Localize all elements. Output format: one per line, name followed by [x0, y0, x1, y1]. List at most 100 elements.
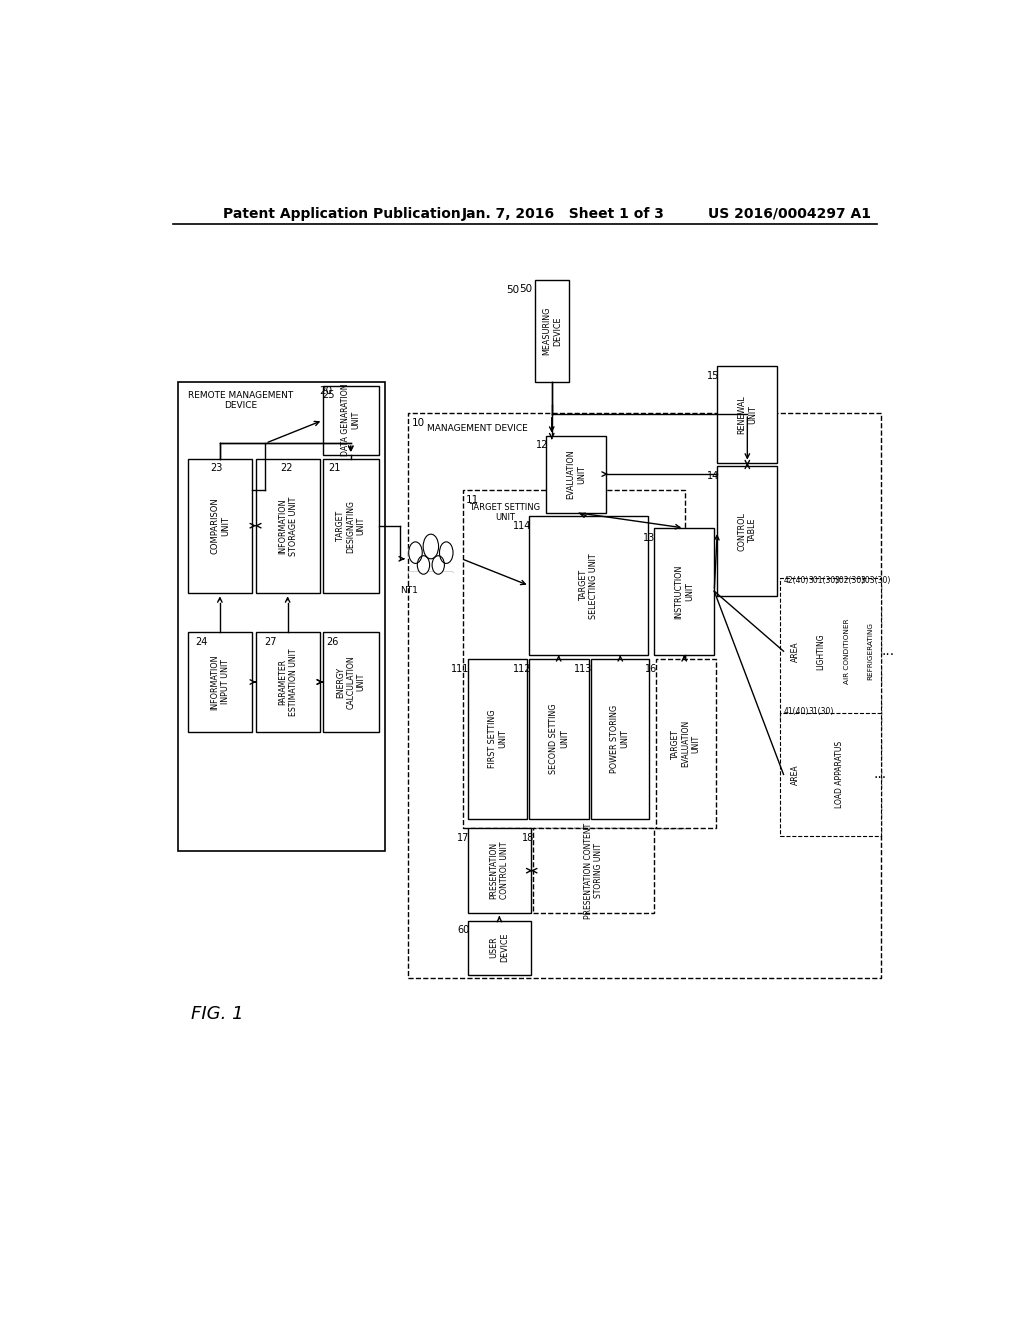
Text: FIRST SETTING
UNIT: FIRST SETTING UNIT	[487, 710, 507, 768]
Text: 13: 13	[643, 533, 655, 543]
Text: 24: 24	[196, 636, 208, 647]
Bar	[323, 632, 379, 733]
Bar	[591, 659, 649, 818]
Bar	[410, 573, 453, 576]
Bar	[780, 578, 882, 721]
Text: US 2016/0004297 A1: US 2016/0004297 A1	[708, 207, 871, 220]
Text: USER
DEVICE: USER DEVICE	[489, 933, 509, 962]
Ellipse shape	[423, 535, 438, 558]
Bar	[323, 385, 379, 455]
Text: TARGET
SELECTING UNIT: TARGET SELECTING UNIT	[579, 553, 598, 619]
Text: 10: 10	[412, 418, 425, 428]
Text: 20: 20	[319, 387, 333, 396]
Text: 11: 11	[466, 495, 479, 504]
Text: 18: 18	[522, 833, 535, 843]
Text: 50: 50	[506, 285, 519, 296]
Text: POWER STORING
UNIT: POWER STORING UNIT	[610, 705, 630, 774]
Text: 23: 23	[211, 463, 223, 474]
Text: 303(30): 303(30)	[860, 576, 891, 585]
Bar	[256, 632, 319, 733]
Text: INFORMATION
INPUT UNIT: INFORMATION INPUT UNIT	[211, 655, 230, 710]
Text: 12: 12	[536, 441, 548, 450]
Text: 22: 22	[280, 463, 292, 474]
Bar	[468, 921, 531, 974]
Text: 114: 114	[513, 521, 531, 531]
Text: COMPARISON
UNIT: COMPARISON UNIT	[211, 498, 230, 554]
Text: ...: ...	[882, 644, 894, 659]
Bar	[835, 590, 859, 713]
Text: INSTRUCTION
UNIT: INSTRUCTION UNIT	[675, 565, 694, 619]
Bar	[783, 721, 807, 829]
Bar	[178, 381, 385, 851]
Text: 16: 16	[645, 664, 657, 673]
Text: Patent Application Publication: Patent Application Publication	[223, 207, 461, 220]
Bar	[188, 459, 252, 594]
Text: ...: ...	[873, 767, 887, 781]
Text: 27: 27	[264, 636, 276, 647]
Text: 50: 50	[519, 284, 532, 294]
Bar	[188, 632, 252, 733]
Text: 41(40): 41(40)	[783, 708, 809, 715]
Ellipse shape	[439, 543, 453, 564]
Text: AREA: AREA	[791, 642, 800, 661]
Text: REFRIGERATING: REFRIGERATING	[866, 622, 872, 680]
Bar	[408, 413, 882, 978]
Text: FIG. 1: FIG. 1	[190, 1006, 244, 1023]
Bar	[655, 659, 716, 829]
Text: LIGHTING: LIGHTING	[816, 632, 825, 669]
Bar	[529, 516, 648, 655]
Bar	[323, 459, 379, 594]
Text: PRESENTATION
CONTROL UNIT: PRESENTATION CONTROL UNIT	[489, 842, 509, 899]
Bar	[463, 490, 685, 829]
Text: CONTROL
TABLE: CONTROL TABLE	[737, 512, 757, 550]
Text: SECOND SETTING
UNIT: SECOND SETTING UNIT	[549, 704, 568, 775]
Bar	[780, 713, 882, 836]
Text: MANAGEMENT DEVICE: MANAGEMENT DEVICE	[427, 424, 527, 433]
Text: 17: 17	[457, 833, 469, 843]
Bar	[468, 659, 527, 818]
Text: PRESENTATION CONTENT
STORING UNIT: PRESENTATION CONTENT STORING UNIT	[584, 822, 603, 919]
Bar	[535, 280, 569, 381]
Bar	[860, 590, 879, 713]
Text: 301(30): 301(30)	[808, 576, 839, 585]
Text: TARGET
DESIGNATING
UNIT: TARGET DESIGNATING UNIT	[336, 500, 366, 553]
Text: INFORMATION
STORAGE UNIT: INFORMATION STORAGE UNIT	[279, 496, 298, 556]
Ellipse shape	[418, 556, 430, 574]
Text: 25: 25	[323, 391, 335, 400]
Text: 113: 113	[574, 664, 593, 673]
Text: ENERGY
CALCULATION
UNIT: ENERGY CALCULATION UNIT	[336, 655, 366, 709]
Bar	[547, 436, 606, 512]
Text: 60: 60	[457, 925, 469, 936]
Bar	[654, 528, 714, 655]
Bar	[532, 829, 654, 913]
Text: AREA: AREA	[791, 764, 800, 784]
Text: 111: 111	[451, 664, 469, 673]
Text: PARAMETER
ESTIMATION UNIT: PARAMETER ESTIMATION UNIT	[279, 648, 298, 715]
Bar	[256, 459, 319, 594]
Bar	[808, 590, 833, 713]
Bar	[717, 466, 777, 595]
Text: TARGET
EVALUATION
UNIT: TARGET EVALUATION UNIT	[671, 719, 700, 767]
Text: 112: 112	[512, 664, 531, 673]
Bar	[808, 721, 871, 829]
Bar	[783, 590, 807, 713]
Text: LOAD APPARATUS: LOAD APPARATUS	[836, 741, 844, 808]
Text: 26: 26	[326, 636, 339, 647]
Text: 42(40): 42(40)	[783, 576, 809, 585]
Text: 31(30): 31(30)	[808, 708, 834, 715]
Text: NT1: NT1	[400, 586, 418, 595]
Text: EVALUATION
UNIT: EVALUATION UNIT	[566, 449, 586, 499]
Bar	[468, 829, 531, 913]
Ellipse shape	[432, 556, 444, 574]
Text: REMOTE MANAGEMENT
DEVICE: REMOTE MANAGEMENT DEVICE	[188, 391, 294, 411]
Text: 15: 15	[707, 371, 719, 381]
Text: TARGET SETTING
UNIT: TARGET SETTING UNIT	[469, 503, 541, 521]
Bar	[529, 659, 589, 818]
Text: 21: 21	[329, 463, 341, 474]
Text: RENEWAL
UNIT: RENEWAL UNIT	[737, 395, 757, 434]
Text: DATA GENARATION
UNIT: DATA GENARATION UNIT	[341, 384, 360, 457]
Text: 14: 14	[707, 471, 719, 480]
Bar	[717, 367, 777, 462]
Ellipse shape	[409, 543, 422, 564]
Text: 302(30): 302(30)	[835, 576, 864, 585]
